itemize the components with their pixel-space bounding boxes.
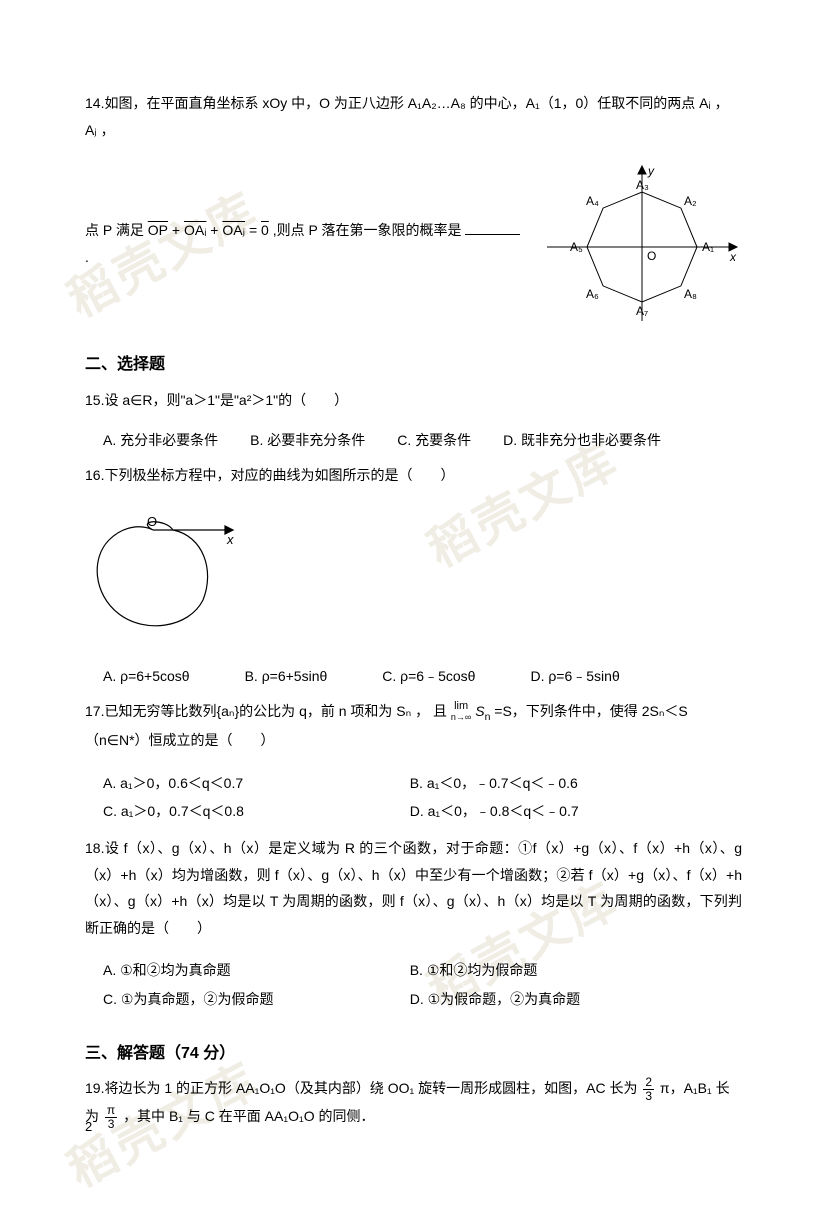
cardioid-diagram: O x [85, 500, 245, 640]
section-3-heading: 三、解答题（74 分） [85, 1039, 742, 1069]
q17-opt-A: A. a₁＞0，0.6＜q＜0.7 [103, 770, 410, 797]
q16-opt-B: B. ρ=6+5sinθ [245, 663, 328, 690]
label-A6: A₆ [586, 287, 599, 301]
q15-stem: 15.设 a∈R，则"a＞1"是"a²＞1"的（ ） [85, 387, 742, 414]
fraction-2-3: 2 3 [643, 1076, 654, 1103]
plus: + [172, 222, 184, 238]
fraction-pi-3: π 3 [105, 1104, 117, 1131]
answer-blank [465, 221, 520, 235]
q17-opt-D: D. a₁＜0，﹣0.8＜q＜﹣0.7 [410, 798, 717, 825]
q17-opt-B: B. a₁＜0，﹣0.7＜q＜﹣0.6 [410, 770, 717, 797]
vec-oai: OAᵢ [184, 223, 206, 238]
q14-line2: 点 P 满足 OP + OAᵢ + OAⱼ = 0 ,则点 P 落在第一象限的概… [85, 217, 524, 270]
q18-stem: 18.设 f（x）、g（x）、h（x）是定义域为 R 的三个函数，对于命题：①f… [85, 835, 742, 941]
octagon-diagram: x y O A₁ A₂ A₃ A₄ A₅ A₆ A₇ A₈ [542, 161, 742, 326]
question-19: 19.将边长为 1 的正方形 AA₁O₁O（及其内部）绕 OO₁ 旋转一周形成圆… [85, 1075, 742, 1131]
plus: + [210, 222, 222, 238]
question-15: 15.设 a∈R，则"a＞1"是"a²＞1"的（ ） A. 充分非必要条件 B.… [85, 387, 742, 454]
question-17: 17.已知无穷等比数列{aₙ}的公比为 q，前 n 项和为 Sₙ ， 且 lim… [85, 698, 742, 828]
q19-post: ，其中 B₁ 与 C 在平面 AA₁O₁O 的同侧． [123, 1108, 374, 1124]
label-x: x [729, 250, 737, 264]
equals: = [249, 222, 261, 238]
vec-zero: 0 [261, 223, 269, 238]
label-A2: A₂ [684, 194, 697, 208]
period: . [85, 249, 89, 265]
q16-opt-A: A. ρ=6+5cosθ [103, 663, 190, 690]
label-A8: A₈ [684, 287, 697, 301]
section-2-heading: 二、选择题 [85, 350, 742, 380]
label-x: x [226, 532, 234, 547]
q16-opt-C: C. ρ=6﹣5cosθ [382, 663, 475, 690]
q14-line1: 14.如图，在平面直角坐标系 xOy 中，O 为正八边形 A₁A₂…A₈ 的中心… [85, 90, 742, 143]
frac-den: 3 [643, 1090, 654, 1103]
label-A5: A₅ [570, 240, 583, 254]
q15-opt-C: C. 充要条件 [397, 427, 471, 454]
frac-num: 2 [643, 1076, 654, 1090]
limit-expr: limn→∞ Sn [451, 703, 494, 719]
q17-opt-C: C. a₁＞0，0.7＜q＜0.8 [103, 798, 410, 825]
q15-opt-D: D. 既非充分也非必要条件 [503, 427, 661, 454]
q17-stem: 17.已知无穷等比数列{aₙ}的公比为 q，前 n 项和为 Sₙ ， 且 lim… [85, 698, 742, 754]
q14-post: ,则点 P 落在第一象限的概率是 [273, 222, 462, 238]
q15-opt-B: B. 必要非充分条件 [250, 427, 365, 454]
q19-pre: 19.将边长为 1 的正方形 AA₁O₁O（及其内部）绕 OO₁ 旋转一周形成圆… [85, 1080, 641, 1096]
question-18: 18.设 f（x）、g（x）、h（x）是定义域为 R 的三个函数，对于命题：①f… [85, 835, 742, 1015]
q14-pre: 点 P 满足 [85, 222, 148, 238]
label-A4: A₄ [586, 194, 599, 208]
q18-opt-D: D. ①为假命题，②为真命题 [410, 986, 717, 1013]
question-14: 14.如图，在平面直角坐标系 xOy 中，O 为正八边形 A₁A₂…A₈ 的中心… [85, 90, 742, 326]
label-A3: A₃ [636, 178, 649, 192]
q18-opt-B: B. ①和②均为假命题 [410, 957, 717, 984]
label-A1: A₁ [702, 240, 714, 254]
label-y: y [647, 164, 655, 178]
frac-den: 3 [106, 1118, 117, 1131]
q15-opt-A: A. 充分非必要条件 [103, 427, 218, 454]
label-A7: A₇ [636, 304, 648, 318]
q16-stem: 16.下列极坐标方程中，对应的曲线为如图所示的是（ ） [85, 462, 742, 489]
q18-opt-C: C. ①为真命题，②为假命题 [103, 986, 410, 1013]
q18-opt-A: A. ①和②均为真命题 [103, 957, 410, 984]
q16-opt-D: D. ρ=6﹣5sinθ [530, 663, 619, 690]
vec-oaj: OAⱼ [222, 223, 245, 238]
q17-pre: 17.已知无穷等比数列{aₙ}的公比为 q，前 n 项和为 Sₙ ， 且 [85, 703, 451, 719]
frac-num: π [105, 1104, 117, 1118]
vec-op: OP [148, 223, 168, 238]
label-O: O [147, 514, 157, 529]
question-16: 16.下列极坐标方程中，对应的曲线为如图所示的是（ ） O x A. ρ=6+5… [85, 462, 742, 690]
label-O: O [647, 249, 656, 263]
